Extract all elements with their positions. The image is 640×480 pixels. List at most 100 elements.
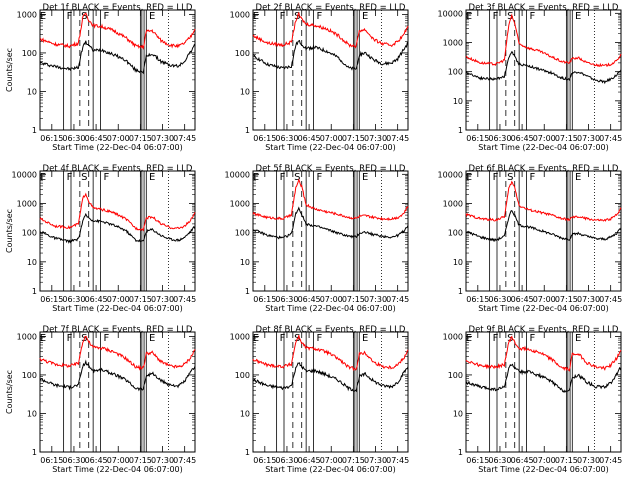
flag-label: F xyxy=(280,172,286,183)
y-tick-label: 10000 xyxy=(12,170,37,179)
x-tick-label: 07:00 xyxy=(320,456,343,465)
flag-label: E xyxy=(575,333,581,344)
x-tick-label: 07:30 xyxy=(151,456,174,465)
x-tick-label: 06:45 xyxy=(298,295,321,304)
chart-title: Det 8f BLACK = Events, RED = LLD xyxy=(256,325,406,335)
x-tick-label: 07:30 xyxy=(364,295,387,304)
flag-label: E xyxy=(253,172,259,183)
x-tick-label: 07:15 xyxy=(555,134,578,143)
x-tick-label: 07:45 xyxy=(599,456,622,465)
series-events-line xyxy=(252,362,409,393)
flag-label: E xyxy=(253,11,259,22)
y-tick-label: 1 xyxy=(32,126,37,135)
y-tick-label: 100 xyxy=(448,371,463,380)
flag-label: E xyxy=(362,172,368,183)
series-lld-line xyxy=(252,335,409,372)
flag-label: F xyxy=(280,333,286,344)
x-tick-label: 06:45 xyxy=(298,134,321,143)
y-tick-label: 100 xyxy=(22,371,37,380)
flag-label: E xyxy=(253,333,259,344)
flag-label: F xyxy=(530,333,536,344)
x-tick-label: 07:00 xyxy=(107,295,130,304)
x-axis-label: Start Time (22-Dec-04 06:07:00) xyxy=(478,304,609,313)
x-tick-label: 07:30 xyxy=(577,134,600,143)
y-tick-label: 10 xyxy=(453,409,463,418)
x-tick-label: 07:15 xyxy=(555,456,578,465)
y-tick-label: 1000 xyxy=(230,332,250,341)
series-events-line xyxy=(465,209,622,243)
x-axis-label: Start Time (22-Dec-04 06:07:00) xyxy=(52,465,183,474)
x-tick-label: 07:30 xyxy=(364,456,387,465)
y-axis-label: Counts/sec xyxy=(5,370,14,414)
series-events-line xyxy=(465,51,622,85)
y-tick-label: 1 xyxy=(245,448,250,457)
flag-label: E xyxy=(40,11,46,22)
x-tick-label: 06:45 xyxy=(511,456,534,465)
x-tick-label: 06:30 xyxy=(62,295,85,304)
x-tick-label: 06:15 xyxy=(40,456,63,465)
flag-label: F xyxy=(530,11,536,22)
y-tick-label: 1000 xyxy=(443,199,463,208)
flag-label: F xyxy=(493,172,499,183)
x-tick-label: 06:30 xyxy=(62,456,85,465)
x-tick-label: 07:15 xyxy=(129,134,152,143)
flag-label: F xyxy=(67,11,73,22)
x-tick-label: 07:15 xyxy=(342,295,365,304)
y-tick-label: 100 xyxy=(22,229,37,238)
x-tick-label: 07:30 xyxy=(151,295,174,304)
flag-label: F xyxy=(104,333,110,344)
x-tick-label: 06:30 xyxy=(62,134,85,143)
x-tick-label: 06:30 xyxy=(488,134,511,143)
flag-label: E xyxy=(466,11,472,22)
series-lld-line xyxy=(39,335,196,371)
flag-label: E xyxy=(575,172,581,183)
flag-label: F xyxy=(317,172,323,183)
x-axis-label: Start Time (22-Dec-04 06:07:00) xyxy=(265,143,396,152)
flag-label: S xyxy=(294,172,300,183)
x-tick-label: 07:00 xyxy=(533,456,556,465)
x-tick-label: 07:00 xyxy=(320,295,343,304)
x-tick-label: 06:15 xyxy=(253,456,276,465)
y-tick-label: 10 xyxy=(453,97,463,106)
x-tick-label: 06:45 xyxy=(85,295,108,304)
y-tick-label: 100 xyxy=(448,68,463,77)
x-tick-label: 07:15 xyxy=(555,295,578,304)
y-tick-label: 1 xyxy=(458,126,463,135)
x-tick-label: 06:15 xyxy=(253,295,276,304)
x-tick-label: 06:15 xyxy=(466,295,489,304)
y-tick-label: 1000 xyxy=(230,10,250,19)
x-tick-label: 07:15 xyxy=(342,134,365,143)
x-tick-label: 06:15 xyxy=(466,456,489,465)
y-tick-label: 100 xyxy=(22,49,37,58)
flag-label: F xyxy=(493,11,499,22)
x-tick-label: 07:15 xyxy=(342,456,365,465)
series-lld-line xyxy=(465,13,622,68)
x-tick-label: 06:15 xyxy=(253,134,276,143)
flag-label: E xyxy=(149,333,155,344)
x-tick-label: 07:45 xyxy=(599,295,622,304)
y-tick-label: 100 xyxy=(235,371,250,380)
chart-title: Det 4f BLACK = Events, RED = LLD xyxy=(43,164,193,174)
x-tick-label: 07:15 xyxy=(129,456,152,465)
x-tick-label: 07:45 xyxy=(173,134,196,143)
flag-label: F xyxy=(317,333,323,344)
chart-title: Det 9f BLACK = Events, RED = LLD xyxy=(469,325,619,335)
flag-label: F xyxy=(280,11,286,22)
series-lld-line xyxy=(252,11,409,49)
y-tick-label: 1000 xyxy=(443,332,463,341)
y-tick-label: 10 xyxy=(27,258,37,267)
y-tick-label: 10 xyxy=(240,258,250,267)
x-axis-label: Start Time (22-Dec-04 06:07:00) xyxy=(478,465,609,474)
plot-frame xyxy=(465,331,622,453)
x-tick-label: 06:15 xyxy=(40,295,63,304)
chart-title: Det 5f BLACK = Events, RED = LLD xyxy=(256,164,406,174)
series-events-line xyxy=(252,206,409,240)
y-axis-label: Counts/sec xyxy=(5,48,14,92)
series-lld-line xyxy=(465,335,622,372)
x-tick-label: 06:30 xyxy=(488,295,511,304)
